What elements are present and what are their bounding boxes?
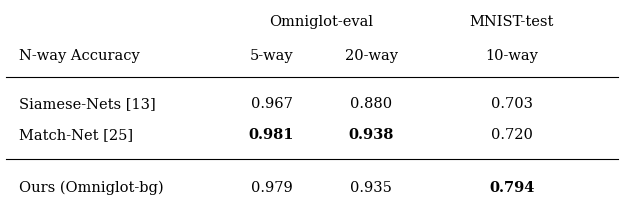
Text: 5-way: 5-way xyxy=(250,49,293,63)
Text: 20-way: 20-way xyxy=(345,49,397,63)
Text: N-way Accuracy: N-way Accuracy xyxy=(19,49,140,63)
Text: 0.794: 0.794 xyxy=(489,181,534,195)
Text: 0.935: 0.935 xyxy=(350,181,392,195)
Text: 0.938: 0.938 xyxy=(349,129,394,142)
Text: Siamese-Nets [13]: Siamese-Nets [13] xyxy=(19,97,155,111)
Text: 0.720: 0.720 xyxy=(490,129,533,142)
Text: MNIST-test: MNIST-test xyxy=(469,15,554,29)
Text: 10-way: 10-way xyxy=(485,49,538,63)
Text: 0.981: 0.981 xyxy=(249,129,294,142)
Text: Omniglot-eval: Omniglot-eval xyxy=(270,15,373,29)
Text: 0.880: 0.880 xyxy=(350,97,392,111)
Text: 0.967: 0.967 xyxy=(250,97,293,111)
Text: 0.703: 0.703 xyxy=(490,97,533,111)
Text: Ours (Omniglot-bg): Ours (Omniglot-bg) xyxy=(19,181,163,195)
Text: Match-Net [25]: Match-Net [25] xyxy=(19,129,133,142)
Text: 0.979: 0.979 xyxy=(251,181,292,195)
